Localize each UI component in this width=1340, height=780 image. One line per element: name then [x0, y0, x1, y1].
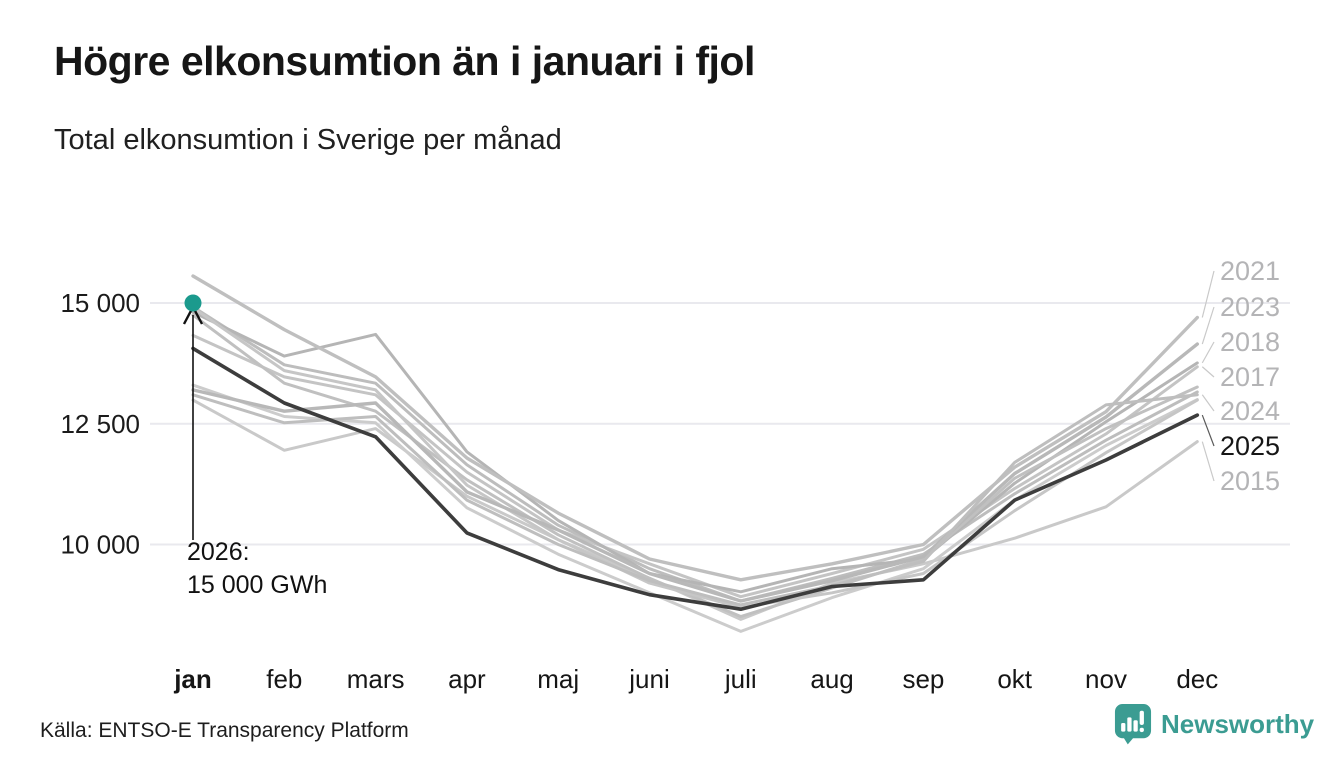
y-tick-label-10000: 10 000 [60, 530, 140, 560]
annotation-text-line1: 2026: [187, 538, 250, 566]
series-line-2021 [191, 274, 1200, 582]
year-label-2025: 2025 [1220, 431, 1280, 461]
y-tick-label-12500: 12 500 [60, 409, 140, 439]
newsworthy-logo-icon [1114, 704, 1152, 745]
leader-line-2024 [1201, 394, 1215, 412]
year-label-2018: 2018 [1220, 327, 1280, 357]
x-tick-label-mars: mars [347, 664, 405, 694]
newsworthy-logo: Newsworthy [1114, 703, 1314, 745]
year-label-2021: 2021 [1220, 256, 1280, 286]
series-line-2017 [191, 333, 1199, 599]
series-line-2025 [191, 346, 1200, 612]
x-tick-label-feb: feb [266, 664, 302, 694]
series-line-2018 [191, 310, 1199, 594]
leader-line-2021 [1201, 270, 1215, 318]
leader-line-2015 [1201, 441, 1215, 482]
leader-line-2023 [1201, 306, 1215, 345]
year-label-2024: 2024 [1220, 396, 1280, 426]
highlight-dot-2026 [184, 294, 202, 312]
leader-line-2018 [1201, 341, 1215, 364]
x-tick-label-juni: juni [628, 664, 669, 694]
x-tick-label-okt: okt [997, 664, 1032, 694]
series-line-2023 [191, 342, 1200, 603]
series-line-2022 [191, 306, 1199, 609]
x-tick-label-apr: apr [448, 664, 486, 694]
source-note: Källa: ENTSO-E Transparency Platform [40, 719, 409, 742]
year-label-2015: 2015 [1220, 466, 1280, 496]
year-label-2017: 2017 [1220, 362, 1280, 392]
newsworthy-logo-text: Newsworthy [1161, 708, 1315, 739]
year-label-2023: 2023 [1220, 292, 1280, 322]
annotation-text-line2: 15 000 GWh [187, 571, 327, 599]
chart-title: Högre elkonsumtion än i januari i fjol [54, 38, 755, 84]
chart-subtitle: Total elkonsumtion i Sverige per månad [54, 124, 562, 156]
y-tick-label-15000: 15 000 [60, 288, 140, 318]
x-tick-label-aug: aug [810, 664, 853, 694]
series-line-2020 [191, 383, 1199, 633]
series-line-2016 [191, 305, 1199, 603]
series-line-2024 [191, 393, 1199, 607]
x-tick-label-sep: sep [902, 664, 944, 694]
leader-line-2025 [1201, 414, 1215, 447]
series-line-2019 [191, 313, 1199, 618]
x-tick-label-juli: juli [724, 664, 757, 694]
x-tick-label-dec: dec [1176, 664, 1218, 694]
x-tick-label-maj: maj [537, 664, 579, 694]
leader-line-2017 [1201, 366, 1215, 378]
x-tick-label-jan: jan [173, 664, 212, 694]
x-tick-label-nov: nov [1085, 664, 1127, 694]
